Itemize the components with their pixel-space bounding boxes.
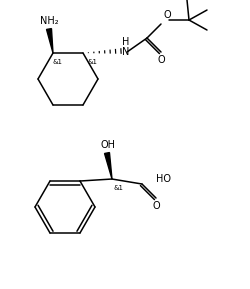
Text: H: H: [122, 37, 130, 47]
Text: N: N: [122, 47, 130, 57]
Text: OH: OH: [100, 140, 116, 150]
Text: HO: HO: [156, 174, 171, 184]
Text: NH₂: NH₂: [40, 16, 58, 26]
Text: O: O: [157, 55, 165, 65]
Text: O: O: [152, 201, 160, 211]
Polygon shape: [104, 153, 112, 179]
Polygon shape: [46, 29, 53, 53]
Text: &1: &1: [88, 59, 98, 65]
Text: &1: &1: [52, 59, 62, 65]
Text: O: O: [163, 10, 170, 20]
Text: &1: &1: [114, 185, 124, 191]
